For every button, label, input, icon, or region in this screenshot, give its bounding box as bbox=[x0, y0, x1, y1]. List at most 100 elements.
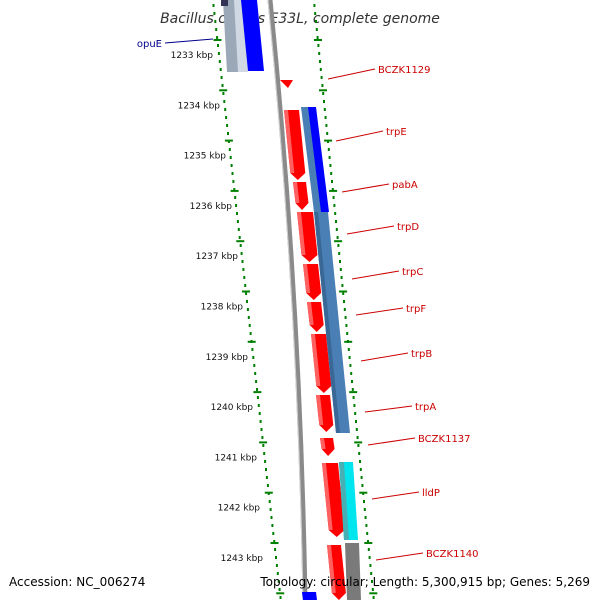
kbp-label: 1243 kbp bbox=[221, 554, 264, 564]
major-tick bbox=[349, 391, 358, 394]
plus-gene-highlight bbox=[303, 264, 311, 293]
kbp-label: 1235 kbp bbox=[184, 152, 227, 162]
gene-label[interactable]: BCZK1137 bbox=[418, 434, 471, 445]
tick-dot bbox=[368, 556, 371, 559]
tick-dot bbox=[247, 316, 250, 319]
tick-track-left bbox=[212, 4, 285, 599]
gene-leader-line bbox=[351, 270, 400, 280]
gene-label[interactable]: trpD bbox=[397, 222, 419, 233]
tick-dot bbox=[336, 236, 339, 239]
gene-label[interactable]: BCZK1129 bbox=[378, 65, 431, 76]
gene-label[interactable]: trpB bbox=[411, 349, 432, 360]
tick-dot bbox=[241, 260, 244, 263]
tick-dot bbox=[355, 420, 357, 423]
kbp-label: 1239 kbp bbox=[206, 353, 249, 363]
gene-label[interactable]: BCZK1140 bbox=[426, 549, 479, 560]
tick-dot bbox=[359, 468, 362, 471]
lldP-cyan-edge bbox=[339, 462, 349, 540]
tick-dot bbox=[357, 444, 360, 447]
gene-label[interactable]: trpC bbox=[402, 267, 423, 278]
tick-dot bbox=[360, 476, 363, 479]
gene-leader-line bbox=[355, 307, 404, 316]
gene-leader-line bbox=[346, 225, 395, 235]
map-title: Bacillus cereus E33L, complete genome bbox=[160, 11, 440, 27]
tick-dot bbox=[361, 484, 364, 487]
tick-dot bbox=[359, 460, 361, 463]
tick-dot bbox=[251, 348, 254, 351]
major-tick bbox=[270, 542, 279, 544]
gene-label[interactable]: trpE bbox=[386, 127, 407, 138]
kbp-label: 1236 kbp bbox=[190, 202, 233, 212]
tick-dot bbox=[345, 324, 348, 327]
tick-dot bbox=[332, 196, 335, 199]
major-tick bbox=[369, 592, 378, 595]
major-tick bbox=[334, 240, 343, 243]
plus-gene-highlight bbox=[297, 212, 306, 255]
tick-dot bbox=[335, 228, 338, 231]
genome-backbone-highlight bbox=[267, 0, 304, 600]
tick-dot bbox=[234, 196, 237, 199]
tick-dot bbox=[316, 36, 319, 39]
bottom-blue-block bbox=[302, 592, 317, 600]
tick-dot bbox=[256, 388, 258, 391]
tick-dot bbox=[364, 516, 367, 519]
major-tick bbox=[247, 340, 256, 343]
genome-summary-text: Topology: circular; Length: 5,300,915 bp… bbox=[259, 575, 590, 589]
tick-dot bbox=[235, 204, 238, 207]
bczk1129-gene-arrow bbox=[280, 80, 293, 88]
tick-dot bbox=[344, 316, 347, 319]
major-tick bbox=[253, 391, 262, 394]
kbp-label: 1233 kbp bbox=[171, 51, 214, 61]
tick-dot bbox=[228, 148, 231, 151]
tick-dot bbox=[366, 532, 369, 535]
tick-dot bbox=[263, 452, 266, 455]
major-tick bbox=[219, 89, 228, 92]
accession-text: Accession: NC_006274 bbox=[9, 575, 145, 589]
tick-dot bbox=[318, 52, 321, 55]
kbp-label: 1237 kbp bbox=[196, 252, 239, 262]
tick-dot bbox=[223, 100, 226, 103]
tick-dot bbox=[245, 292, 248, 295]
tick-dot bbox=[240, 252, 243, 255]
kbp-label: 1238 kbp bbox=[201, 303, 244, 313]
plus-gene-highlight bbox=[293, 182, 300, 203]
major-tick bbox=[339, 290, 348, 293]
gene-label[interactable]: trpA bbox=[415, 402, 436, 413]
tick-dot bbox=[271, 524, 274, 527]
tick-dot bbox=[274, 548, 277, 551]
gene-leader-line bbox=[164, 38, 214, 44]
major-tick bbox=[319, 89, 327, 92]
gene-label[interactable]: pabA bbox=[392, 180, 418, 191]
plus-gene-highlight bbox=[307, 302, 314, 325]
major-tick bbox=[224, 139, 233, 142]
major-tick bbox=[364, 542, 373, 544]
tick-dot bbox=[212, 4, 215, 7]
tick-dot bbox=[219, 68, 222, 71]
tick-dot bbox=[314, 12, 317, 15]
tick-dot bbox=[224, 108, 227, 111]
tick-dot bbox=[255, 380, 258, 383]
tick-dot bbox=[322, 92, 325, 95]
tick-dot bbox=[349, 364, 352, 367]
tick-dot bbox=[350, 372, 353, 375]
major-tick bbox=[329, 189, 338, 192]
tick-dot bbox=[277, 580, 280, 583]
tick-dot bbox=[217, 44, 219, 47]
tick-dot bbox=[226, 124, 229, 127]
plus-gene-highlight bbox=[316, 395, 324, 425]
tick-dot bbox=[315, 28, 318, 31]
tick-dot bbox=[343, 308, 346, 311]
tick-dot bbox=[333, 204, 336, 207]
tick-dot bbox=[216, 36, 219, 39]
major-tick bbox=[236, 240, 245, 243]
tick-dot bbox=[363, 500, 365, 503]
major-tick bbox=[359, 491, 368, 494]
gene-leader-line bbox=[375, 552, 424, 561]
tick-dot bbox=[315, 20, 317, 23]
major-tick bbox=[344, 340, 353, 343]
tick-dot bbox=[340, 276, 343, 279]
gene-label[interactable]: opuE bbox=[137, 39, 162, 50]
gene-label[interactable]: trpF bbox=[406, 304, 426, 315]
tick-dot bbox=[220, 76, 223, 79]
gene-label[interactable]: lldP bbox=[422, 488, 440, 499]
